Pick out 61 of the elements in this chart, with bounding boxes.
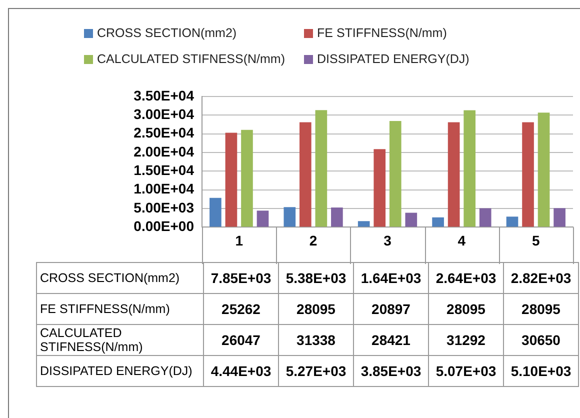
data-label: 25262 [204, 294, 278, 324]
data-label: 31338 [278, 324, 354, 356]
y-tick-label: 3.50E+04 [134, 87, 194, 104]
x-tick-label: 2 [309, 232, 318, 248]
bar [506, 216, 518, 227]
bar [256, 210, 269, 227]
bar [405, 212, 418, 227]
legend-label: DISSIPATED ENERGY(DJ) [317, 52, 470, 66]
data-label: 2.82E+03 [504, 262, 578, 294]
data-label: 5.38E+03 [278, 262, 354, 294]
data-label: 30650 [504, 324, 578, 356]
data-label: 20897 [354, 294, 428, 324]
data-label: 28095 [428, 294, 504, 324]
bar [389, 120, 402, 227]
bar [538, 112, 550, 227]
bar [284, 207, 296, 227]
y-tick-label: 3.00E+04 [134, 106, 194, 122]
x-tick-label: 5 [532, 232, 540, 248]
legend-label: CROSS SECTION(mm2) [97, 26, 237, 40]
bar [225, 132, 238, 227]
data-label: 26047 [204, 324, 278, 356]
data-label: 3.85E+03 [354, 356, 428, 386]
y-tick-label: 1.50E+04 [134, 162, 194, 178]
bar [448, 122, 460, 227]
bar [358, 221, 370, 227]
data-label: 7.85E+03 [204, 262, 278, 294]
data-label: 5.27E+03 [278, 356, 354, 386]
bar [464, 110, 476, 227]
bar [315, 110, 328, 227]
data-label: 31292 [428, 324, 504, 356]
y-tick-label: 2.00E+04 [134, 143, 194, 160]
data-label: 2.64E+03 [428, 262, 504, 294]
data-label: 5.10E+03 [504, 356, 578, 386]
legend-label: FE STIFFNESS(N/mm) [317, 26, 447, 40]
text: CALCULATED STIFNESS(N/mm) [40, 326, 143, 354]
bar [479, 208, 492, 227]
data-label: 28095 [504, 294, 578, 324]
bar [300, 122, 312, 227]
y-tick-label: 2.50E+04 [134, 124, 194, 141]
bar [554, 208, 566, 227]
text: CROSS SECTION(mm2) [40, 271, 180, 285]
data-label: 5.07E+03 [428, 356, 504, 386]
x-tick-label: 1 [235, 232, 244, 248]
bar [331, 208, 343, 227]
bar [241, 130, 253, 227]
x-tick-label: 3 [384, 232, 392, 248]
legend-label: CALCULATED STIFNESS(N/mm) [97, 52, 285, 66]
bar [210, 198, 222, 227]
x-tick-label: 4 [458, 232, 466, 248]
data-label: 28421 [354, 324, 428, 356]
bar [374, 149, 386, 227]
y-tick-label: 0.00E+00 [134, 218, 194, 234]
data-label: 4.44E+03 [204, 356, 278, 386]
text: DISSIPATED ENERGY(DJ) [40, 364, 192, 378]
y-tick-label: 5.00E+03 [134, 199, 194, 216]
data-label: 1.64E+03 [354, 262, 428, 294]
bar [522, 122, 534, 227]
y-tick-label: 1.00E+04 [134, 180, 194, 197]
data-label: 28095 [278, 294, 354, 324]
text: FE STIFFNESS(N/mm) [40, 302, 170, 316]
bar [432, 217, 444, 227]
